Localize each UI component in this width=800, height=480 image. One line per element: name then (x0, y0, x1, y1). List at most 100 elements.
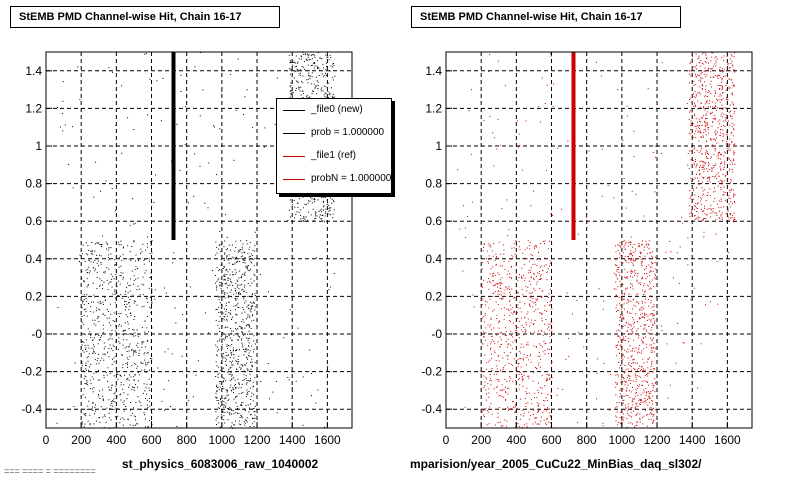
data-point (102, 395, 103, 397)
data-point (576, 300, 578, 302)
data-point (644, 273, 645, 275)
data-point (237, 284, 239, 286)
data-point (323, 206, 325, 208)
data-point (732, 85, 734, 87)
data-point (641, 350, 643, 352)
data-point (619, 396, 621, 398)
data-point (95, 258, 97, 259)
data-point (631, 253, 632, 255)
data-point (510, 266, 512, 268)
data-point (705, 100, 707, 102)
data-point (485, 327, 487, 329)
data-point (132, 294, 134, 296)
data-point (615, 288, 617, 290)
data-point (325, 194, 327, 196)
data-point (106, 267, 108, 269)
data-point (626, 299, 628, 301)
data-point (697, 203, 698, 205)
data-point (115, 356, 117, 357)
data-point (317, 85, 319, 86)
data-point (510, 344, 512, 346)
data-point (216, 308, 218, 310)
data-point (490, 343, 492, 345)
data-point (247, 370, 249, 372)
data-point (322, 196, 324, 198)
data-point (617, 89, 619, 91)
data-point (700, 102, 702, 104)
data-point (505, 341, 507, 343)
data-point (650, 320, 652, 322)
data-point (653, 419, 655, 421)
data-point (618, 244, 620, 246)
legend-entry: _file0 (new) (277, 103, 391, 119)
data-point (709, 177, 711, 179)
data-point (486, 410, 488, 412)
data-point (239, 258, 241, 260)
x-tick-label: 1200 (644, 433, 671, 447)
data-point (645, 409, 646, 411)
data-point (230, 310, 232, 312)
data-point (223, 419, 225, 421)
data-point (690, 177, 692, 179)
data-point (731, 215, 733, 217)
data-point (652, 371, 654, 373)
legend-box: _file0 (new) prob = 1.000000 _file1 (ref… (276, 98, 392, 194)
data-point (698, 118, 700, 120)
data-point (251, 305, 253, 307)
data-point (84, 280, 85, 282)
data-point (622, 252, 624, 254)
data-point (226, 344, 228, 346)
data-point (700, 117, 702, 119)
data-point (99, 339, 101, 340)
data-point (93, 346, 95, 348)
data-point (707, 124, 709, 126)
data-point (220, 259, 222, 261)
data-point (625, 277, 627, 279)
data-point (186, 206, 188, 208)
data-point (118, 313, 120, 314)
data-point (99, 254, 101, 256)
data-point (296, 202, 298, 204)
data-point (642, 389, 644, 391)
data-point (650, 368, 652, 370)
data-point (546, 279, 548, 281)
data-point (219, 383, 221, 385)
data-point (510, 308, 512, 310)
data-point (195, 374, 197, 376)
data-point (148, 369, 150, 371)
data-point (526, 313, 528, 315)
data-point (134, 316, 136, 317)
data-point (232, 349, 234, 351)
data-point (623, 356, 625, 358)
data-point (303, 217, 305, 219)
data-point (523, 334, 525, 336)
data-point (137, 268, 138, 269)
data-point (641, 400, 643, 402)
data-point (512, 341, 514, 343)
data-point (649, 281, 650, 282)
data-point (175, 322, 177, 324)
data-point (695, 73, 696, 75)
data-point (546, 84, 548, 86)
data-point (146, 399, 148, 401)
data-point (720, 85, 722, 86)
data-point (485, 368, 487, 370)
data-point (642, 417, 643, 418)
data-point (710, 80, 712, 82)
data-point (319, 214, 321, 216)
data-point (221, 320, 223, 322)
data-point (230, 73, 232, 75)
data-point (731, 217, 733, 219)
data-point (219, 381, 221, 382)
data-point (227, 258, 229, 260)
data-point (291, 91, 293, 93)
data-point (512, 307, 514, 309)
data-point (293, 200, 295, 201)
data-point (716, 109, 717, 111)
data-point (725, 98, 727, 100)
data-point (229, 278, 231, 280)
data-point (91, 376, 93, 378)
data-point (223, 292, 225, 294)
data-point (696, 163, 698, 165)
data-point (722, 133, 724, 135)
